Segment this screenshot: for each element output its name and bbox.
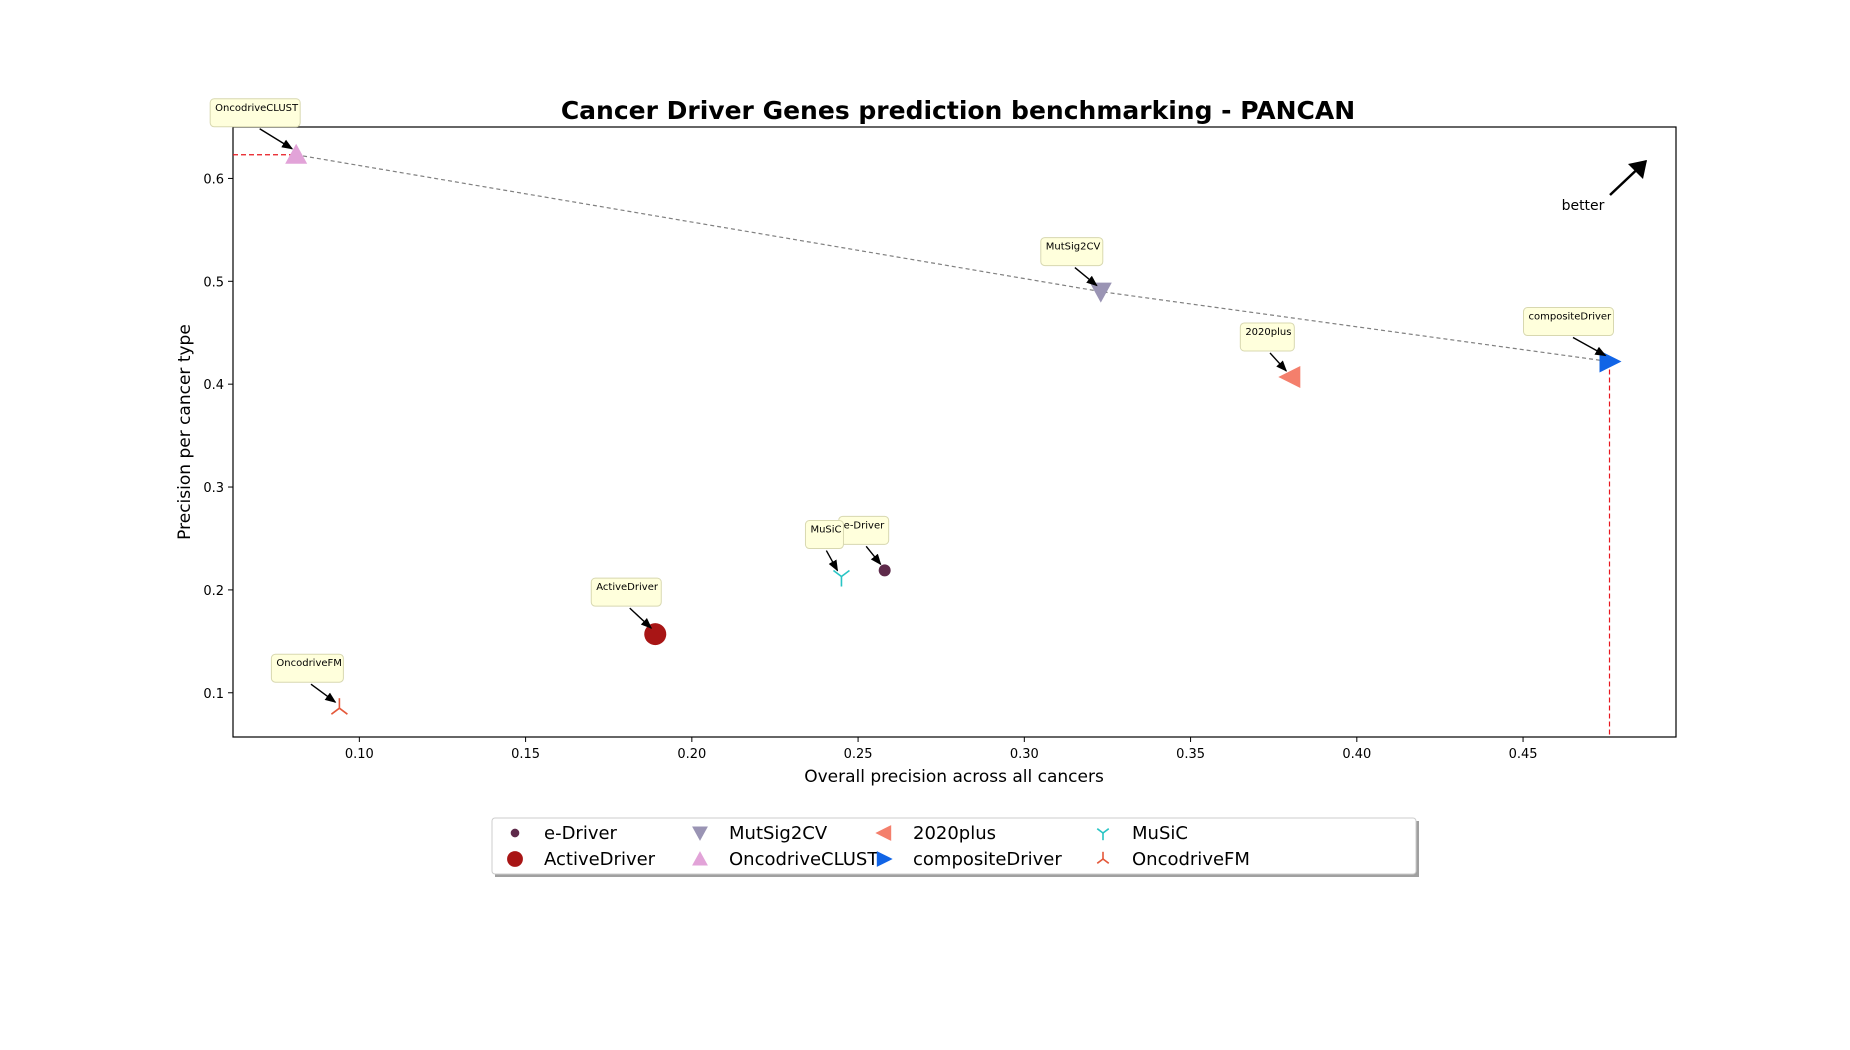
legend-entry-2020plus: 2020plus — [875, 823, 996, 844]
legend-marker — [692, 851, 708, 866]
callout-box — [1040, 237, 1104, 267]
callout-box — [270, 653, 344, 683]
legend-label: 2020plus — [913, 823, 996, 844]
chart-title: Cancer Driver Genes prediction benchmark… — [561, 96, 1355, 125]
legend-label: e-Driver — [544, 823, 618, 844]
callout-arrow — [1572, 336, 1607, 357]
legend-marker — [875, 825, 892, 841]
point-callouts: e-Driver ActiveDriver MutSig2CV OncodriveCL… — [209, 98, 1615, 703]
legend-label: OncodriveCLUST — [729, 849, 879, 870]
callout-box — [1523, 307, 1615, 337]
legend-entry-oncodriveclust: OncodriveCLUST — [692, 849, 879, 870]
x-tick-label: 0.20 — [677, 747, 706, 762]
legend-entry-oncodrivefm: OncodriveFM — [1096, 849, 1250, 870]
y-tick-label: 0.4 — [203, 378, 224, 393]
x-tick-label: 0.35 — [1176, 747, 1205, 762]
x-tick-label: 0.30 — [1010, 747, 1039, 762]
legend-marker — [507, 851, 523, 867]
callout-box — [1239, 322, 1295, 352]
legend-label: OncodriveFM — [1132, 849, 1250, 870]
marker-oncodrivefm — [330, 698, 348, 715]
legend-label: compositeDriver — [913, 849, 1062, 870]
callout-label: MuSiC — [810, 525, 841, 536]
callout-mutsig2cv: MutSig2CV — [1040, 237, 1104, 287]
callout-music: MuSiC — [804, 520, 844, 572]
marker-music — [832, 569, 850, 587]
callout-label: 2020plus — [1245, 327, 1291, 338]
legend-label: MuSiC — [1132, 823, 1188, 844]
callout-label: ActiveDriver — [596, 582, 659, 593]
better-arrow-head — [1628, 160, 1647, 179]
axis-ticks: 0.10 0.15 0.20 0.25 0.30 0.35 0.40 0.45 0.1 0.2 0.… — [203, 172, 1537, 762]
legend-label: ActiveDriver — [544, 849, 656, 870]
callout-arrow — [825, 550, 839, 572]
marker-mutsig2cv — [1089, 282, 1112, 303]
legend-frame — [491, 817, 1417, 875]
callout-oncodriveclust: OncodriveCLUST — [209, 98, 301, 150]
callout-arrow — [310, 683, 337, 703]
callout-label: OncodriveCLUST — [215, 103, 299, 114]
callout-label: MutSig2CV — [1046, 242, 1101, 253]
callout-arrow — [865, 545, 882, 566]
x-tick-label: 0.40 — [1342, 747, 1371, 762]
callout-arrow — [1074, 267, 1098, 287]
callout-oncodrivefm: OncodriveFM — [270, 653, 344, 703]
callout-arrow — [629, 607, 653, 629]
callout-label: OncodriveFM — [276, 658, 342, 669]
callout-compositedriver: compositeDriver — [1523, 307, 1615, 357]
callout-arrow — [259, 128, 294, 150]
pareto-front-line — [296, 154, 1610, 363]
callout-activedriver: ActiveDriver — [590, 577, 662, 629]
legend-entry-music: MuSiC — [1096, 823, 1188, 844]
y-tick-label: 0.3 — [203, 481, 224, 496]
callout-box — [590, 577, 662, 607]
legend-entry-mutsig2cv: MutSig2CV — [692, 823, 828, 844]
callout-box — [804, 520, 844, 550]
legend-label: MutSig2CV — [729, 823, 828, 844]
legend: e-Driver ActiveDriver MutSig2CV OncodriveCL… — [491, 817, 1417, 875]
legend-marker — [1096, 851, 1110, 864]
legend-marker — [876, 851, 893, 867]
y-tick-label: 0.1 — [203, 687, 224, 702]
plot-area — [232, 126, 1677, 738]
legend-marker — [510, 828, 520, 838]
marker-activedriver — [644, 623, 667, 646]
marker-2020plus — [1278, 365, 1301, 388]
callout-label: e-Driver — [844, 520, 885, 531]
better-label: better — [1562, 198, 1605, 214]
y-tick-label: 0.6 — [203, 172, 224, 187]
legend-marker — [692, 826, 708, 841]
x-tick-label: 0.25 — [844, 747, 873, 762]
x-tick-label: 0.10 — [345, 747, 374, 762]
y-tick-label: 0.2 — [203, 584, 224, 599]
better-indicator: better — [1562, 160, 1647, 214]
y-tick-label: 0.5 — [203, 275, 224, 290]
x-tick-label: 0.45 — [1509, 747, 1538, 762]
callout-2020plus: 2020plus — [1239, 322, 1295, 372]
legend-entry-activedriver: ActiveDriver — [507, 849, 656, 870]
y-axis-label: Precision per cancer type — [175, 324, 195, 540]
legend-entry-compositedriver: compositeDriver — [876, 849, 1062, 870]
callout-box — [209, 98, 301, 128]
marker-e-driver — [878, 564, 891, 577]
callout-arrow — [1269, 352, 1288, 372]
x-axis-label: Overall precision across all cancers — [804, 767, 1104, 787]
x-tick-label: 0.15 — [511, 747, 540, 762]
legend-entry-e-driver: e-Driver — [510, 823, 618, 844]
legend-marker — [1096, 828, 1110, 841]
marker-oncodriveclust — [285, 143, 308, 164]
callout-e-driver: e-Driver — [838, 515, 890, 566]
plot-frame — [232, 126, 1677, 738]
callout-label: compositeDriver — [1529, 312, 1613, 323]
